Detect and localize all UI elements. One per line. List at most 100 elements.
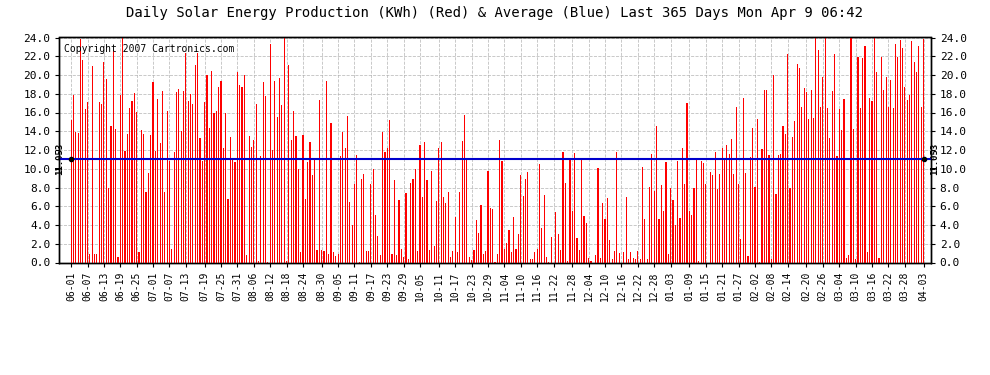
- Bar: [310, 142, 311, 262]
- Bar: [96, 254, 97, 262]
- Bar: [497, 254, 498, 262]
- Bar: [742, 98, 743, 262]
- Bar: [401, 249, 402, 262]
- Bar: [567, 261, 568, 262]
- Bar: [370, 184, 371, 262]
- Bar: [115, 129, 116, 262]
- Text: Daily Solar Energy Production (KWh) (Red) & Average (Blue) Last 365 Days Mon Apr: Daily Solar Energy Production (KWh) (Red…: [127, 6, 863, 20]
- Bar: [581, 159, 582, 262]
- Bar: [120, 94, 121, 262]
- Bar: [535, 252, 536, 262]
- Bar: [106, 79, 107, 262]
- Bar: [564, 183, 566, 262]
- Bar: [406, 193, 407, 262]
- Bar: [132, 101, 133, 262]
- Bar: [272, 150, 273, 262]
- Bar: [464, 116, 465, 262]
- Bar: [197, 53, 198, 262]
- Bar: [173, 152, 175, 262]
- Bar: [265, 96, 266, 262]
- Bar: [574, 153, 575, 262]
- Bar: [99, 102, 100, 262]
- Bar: [785, 134, 786, 262]
- Bar: [253, 140, 254, 262]
- Bar: [794, 121, 795, 262]
- Bar: [154, 151, 156, 262]
- Bar: [384, 152, 385, 262]
- Bar: [640, 259, 641, 262]
- Bar: [806, 92, 807, 262]
- Bar: [528, 172, 529, 262]
- Bar: [696, 160, 697, 262]
- Bar: [569, 160, 570, 262]
- Bar: [649, 187, 650, 262]
- Bar: [815, 38, 817, 262]
- Bar: [766, 90, 767, 262]
- Text: 11.053: 11.053: [55, 143, 64, 175]
- Bar: [710, 172, 711, 262]
- Bar: [125, 151, 126, 262]
- Bar: [176, 92, 177, 262]
- Bar: [741, 238, 742, 262]
- Bar: [459, 192, 460, 262]
- Bar: [169, 161, 170, 262]
- Bar: [857, 57, 858, 262]
- Bar: [904, 87, 906, 262]
- Bar: [129, 108, 131, 262]
- Bar: [761, 149, 762, 262]
- Bar: [682, 148, 683, 262]
- Bar: [722, 148, 723, 262]
- Bar: [257, 261, 259, 262]
- Bar: [595, 255, 596, 262]
- Bar: [602, 203, 603, 262]
- Bar: [771, 259, 772, 262]
- Bar: [609, 240, 611, 262]
- Bar: [560, 250, 561, 262]
- Bar: [471, 260, 472, 262]
- Bar: [646, 259, 647, 262]
- Bar: [893, 108, 894, 262]
- Bar: [244, 75, 245, 262]
- Bar: [94, 254, 95, 262]
- Bar: [619, 254, 620, 262]
- Bar: [286, 261, 287, 262]
- Bar: [206, 75, 208, 262]
- Bar: [804, 88, 805, 262]
- Bar: [679, 218, 680, 262]
- Bar: [724, 159, 725, 262]
- Bar: [103, 62, 105, 262]
- Bar: [518, 234, 519, 262]
- Bar: [242, 87, 243, 262]
- Bar: [230, 137, 231, 262]
- Bar: [178, 89, 179, 262]
- Bar: [225, 113, 227, 262]
- Bar: [878, 258, 880, 262]
- Bar: [396, 255, 397, 262]
- Bar: [387, 148, 388, 262]
- Bar: [302, 135, 304, 262]
- Bar: [127, 134, 128, 262]
- Bar: [818, 50, 819, 262]
- Bar: [398, 200, 400, 262]
- Bar: [298, 169, 299, 262]
- Bar: [612, 259, 613, 262]
- Bar: [424, 142, 426, 262]
- Bar: [635, 259, 637, 262]
- Bar: [677, 161, 678, 262]
- Bar: [152, 82, 153, 262]
- Bar: [583, 216, 584, 262]
- Bar: [626, 197, 627, 262]
- Bar: [792, 137, 793, 262]
- Bar: [839, 108, 840, 262]
- Bar: [633, 258, 634, 262]
- Bar: [475, 220, 477, 262]
- Bar: [667, 254, 669, 262]
- Bar: [237, 72, 238, 262]
- Bar: [284, 38, 285, 262]
- Bar: [188, 100, 189, 262]
- Bar: [644, 219, 645, 262]
- Bar: [823, 77, 824, 262]
- Bar: [338, 255, 339, 262]
- Bar: [87, 102, 88, 262]
- Bar: [82, 60, 83, 262]
